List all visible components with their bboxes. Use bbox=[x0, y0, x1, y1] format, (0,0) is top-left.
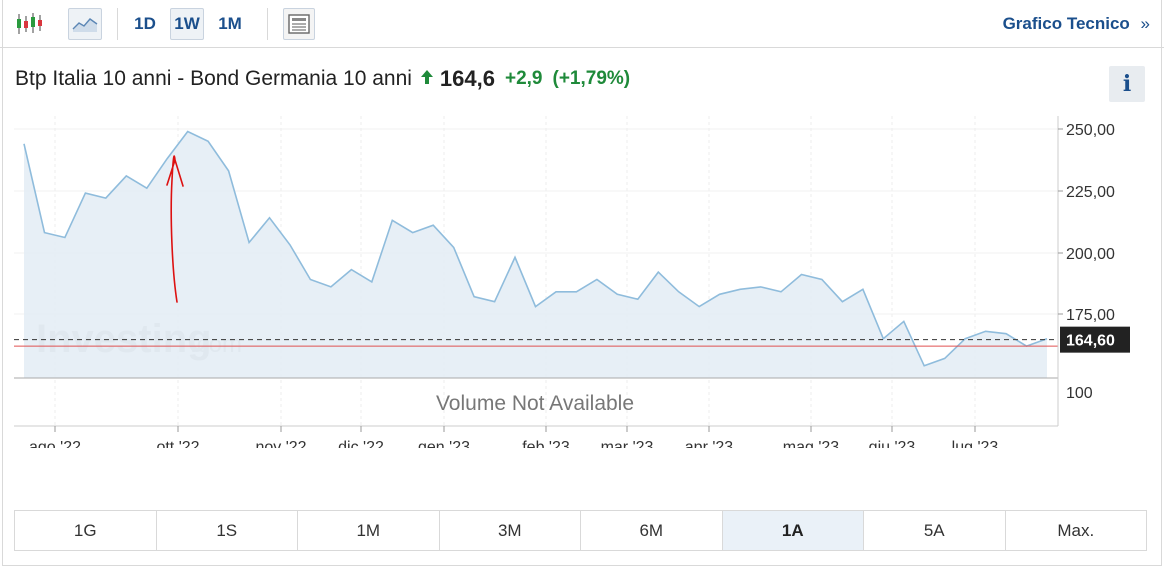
x-tick-label: dic '22 bbox=[338, 439, 384, 448]
series-area bbox=[24, 131, 1047, 378]
x-tick-label: mag '23 bbox=[783, 439, 840, 448]
instrument-title: Btp Italia 10 anni - Bond Germania 10 an… bbox=[15, 67, 412, 90]
x-tick-label: feb '23 bbox=[522, 439, 570, 448]
y-tick-label: 250,00 bbox=[1066, 122, 1115, 139]
x-tick-label: ago '22 bbox=[29, 439, 81, 448]
info-button[interactable]: i bbox=[1109, 66, 1145, 102]
candlestick-icon[interactable] bbox=[12, 8, 46, 40]
x-tick-label: apr '23 bbox=[685, 439, 734, 448]
x-tick-label: gen '23 bbox=[418, 439, 470, 448]
technical-chart-link-label: Grafico Tecnico bbox=[1002, 14, 1130, 33]
x-tick-label: giu '23 bbox=[869, 439, 916, 448]
x-tick-label: ott '22 bbox=[156, 439, 199, 448]
y-tick-label: 225,00 bbox=[1066, 184, 1115, 201]
range-max-button[interactable]: Max. bbox=[1057, 520, 1095, 540]
volume-tick-label: 100 bbox=[1066, 385, 1093, 402]
price-chart: Investing.com250,00225,00200,00175,00164… bbox=[14, 116, 1130, 448]
y-tick-label: 200,00 bbox=[1066, 246, 1115, 263]
timeframe-1m[interactable]: 1M bbox=[218, 14, 242, 33]
area-chart-icon[interactable] bbox=[68, 8, 102, 40]
x-tick-label: nov '22 bbox=[255, 439, 306, 448]
timeframe-1w[interactable]: 1W bbox=[170, 8, 204, 40]
last-value-tag bbox=[1060, 326, 1130, 353]
instrument-header: Btp Italia 10 anni - Bond Germania 10 an… bbox=[15, 62, 630, 96]
last-price: 164,6 bbox=[439, 66, 495, 91]
range-6m-button[interactable]: 6M bbox=[581, 511, 723, 550]
range-1m-button[interactable]: 1M bbox=[298, 511, 440, 550]
range-1g-button[interactable]: 1G bbox=[15, 511, 157, 550]
price-change-percent: (+1,79%) bbox=[552, 68, 631, 89]
range-selector: 1G 1S 1M 3M 6M 1A 5A Max. bbox=[14, 510, 1147, 551]
range-1s-button[interactable]: 1S bbox=[157, 511, 298, 550]
chart-toolbar: 1D 1W 1M Grafico Tecnico » bbox=[0, 0, 1164, 48]
range-3m-button[interactable]: 3M bbox=[440, 511, 581, 550]
timeframe-1d[interactable]: 1D bbox=[134, 14, 156, 33]
arrow-up-icon bbox=[420, 69, 434, 90]
chevron-right-icon: » bbox=[1140, 14, 1150, 33]
toolbar-divider bbox=[117, 8, 118, 40]
annotation-arrow bbox=[166, 155, 184, 303]
volume-label: Volume Not Available bbox=[436, 392, 634, 415]
price-change: +2,9 bbox=[504, 68, 543, 89]
technical-chart-link[interactable]: Grafico Tecnico » bbox=[1003, 14, 1150, 34]
news-icon[interactable] bbox=[283, 8, 315, 40]
x-tick-label: mar '23 bbox=[601, 439, 654, 448]
range-5a-button[interactable]: 5A bbox=[864, 511, 1006, 550]
toolbar-divider bbox=[267, 8, 268, 40]
y-tick-label: 175,00 bbox=[1066, 307, 1115, 324]
last-value-label: 164,60 bbox=[1066, 333, 1115, 350]
range-1a-button[interactable]: 1A bbox=[722, 511, 864, 550]
series-line bbox=[23, 130, 1048, 367]
x-tick-label: lug '23 bbox=[952, 439, 999, 448]
